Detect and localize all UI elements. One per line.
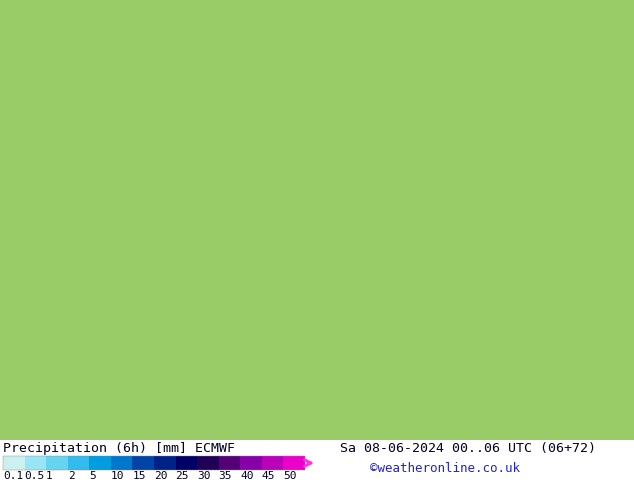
Text: 30: 30 xyxy=(197,471,210,481)
Bar xyxy=(262,456,283,470)
Bar xyxy=(3,456,305,470)
Text: 20: 20 xyxy=(154,471,167,481)
Bar xyxy=(240,456,262,470)
Bar xyxy=(197,456,219,470)
Bar xyxy=(25,456,46,470)
Text: 0.5: 0.5 xyxy=(25,471,45,481)
Text: 5: 5 xyxy=(89,471,96,481)
Bar xyxy=(3,456,25,470)
Bar xyxy=(89,456,111,470)
Bar xyxy=(68,456,89,470)
Text: Precipitation (6h) [mm] ECMWF: Precipitation (6h) [mm] ECMWF xyxy=(3,442,235,455)
Text: 45: 45 xyxy=(262,471,275,481)
Text: 25: 25 xyxy=(176,471,189,481)
Bar xyxy=(46,456,68,470)
Text: 15: 15 xyxy=(133,471,146,481)
Text: 40: 40 xyxy=(240,471,254,481)
Text: 2: 2 xyxy=(68,471,74,481)
Bar xyxy=(219,456,240,470)
Text: 35: 35 xyxy=(219,471,232,481)
Text: Sa 08-06-2024 00..06 UTC (06+72): Sa 08-06-2024 00..06 UTC (06+72) xyxy=(340,442,596,455)
Text: 10: 10 xyxy=(111,471,124,481)
Bar xyxy=(154,456,176,470)
Text: 50: 50 xyxy=(283,471,297,481)
Bar xyxy=(111,456,133,470)
Text: 1: 1 xyxy=(46,471,53,481)
Bar xyxy=(176,456,197,470)
Bar xyxy=(133,456,154,470)
Text: 0.1: 0.1 xyxy=(3,471,23,481)
Text: ©weatheronline.co.uk: ©weatheronline.co.uk xyxy=(370,462,520,475)
Bar xyxy=(283,456,305,470)
